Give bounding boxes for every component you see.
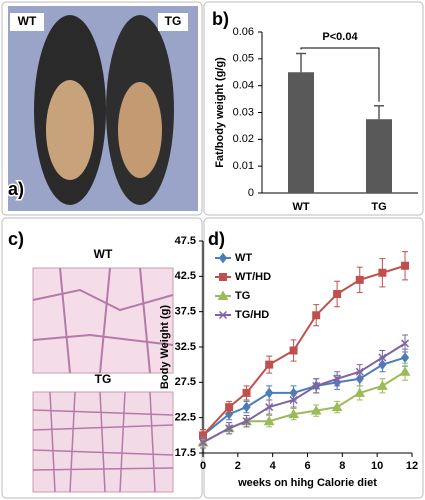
panel-label: b): [212, 9, 229, 29]
marker: [265, 360, 274, 369]
legend-marker: [218, 252, 228, 264]
marker: [289, 395, 298, 405]
error-bar: [296, 52, 306, 73]
panel-frame: [1, 217, 203, 499]
y-tick-label: 0.06: [233, 26, 254, 38]
y-tick-label: 0.04: [233, 80, 254, 92]
marker: [242, 401, 251, 413]
label-box: [158, 13, 188, 31]
annotation: P<0.04: [322, 31, 358, 43]
x-axis-label: weeks on hihg Calorie diet: [237, 477, 377, 489]
panel-frame: [203, 1, 424, 216]
marker: [198, 438, 208, 447]
legend-marker: [218, 310, 228, 320]
marker: [378, 353, 387, 362]
marker: [263, 415, 275, 426]
y-tick-label: 47.5: [175, 235, 196, 247]
panel-label: c): [8, 229, 24, 249]
x-tick-label: TG: [371, 201, 386, 213]
panel-label: a): [8, 179, 24, 199]
marker: [333, 374, 342, 383]
marker: [401, 261, 410, 270]
bar: [366, 119, 392, 193]
x-tick-label: 6: [304, 460, 310, 472]
error-bar: [374, 105, 384, 120]
marker: [333, 290, 342, 298]
y-tick-label: 32.5: [175, 341, 196, 353]
marker: [289, 346, 298, 355]
legend-label: WT/HD: [235, 271, 271, 283]
panel-label: d): [208, 229, 225, 249]
histology-image: [32, 267, 174, 374]
legend-label: TG: [235, 290, 250, 302]
y-tick-label: 0.05: [233, 53, 254, 65]
y-tick-label: 42.5: [175, 270, 196, 282]
marker: [310, 405, 322, 415]
marker: [399, 366, 411, 376]
marker: [312, 311, 321, 320]
marker: [265, 403, 274, 412]
mouse-body: [118, 82, 162, 178]
legend-label: TG/HD: [235, 309, 269, 321]
marker: [355, 275, 364, 284]
series-line: [202, 342, 406, 444]
x-tick-label: WT: [292, 201, 309, 213]
y-tick-label: 27.5: [175, 376, 196, 388]
photo-label: WT: [18, 14, 37, 28]
bracket: [300, 47, 380, 102]
marker: [242, 388, 251, 397]
marker: [242, 417, 251, 426]
legend-label: WT: [235, 252, 252, 264]
marker: [401, 339, 410, 348]
panel-frame: [1, 1, 203, 216]
mouse-body: [46, 80, 94, 180]
x-tick-label: 8: [339, 460, 345, 472]
x-tick-label: 4: [270, 460, 277, 472]
y-tick-label: 0.01: [233, 160, 254, 172]
marker: [354, 387, 366, 397]
histology-label: WT: [94, 247, 113, 261]
panel-frame: [203, 217, 424, 499]
x-tick-label: 10: [371, 460, 383, 472]
marker: [288, 408, 299, 419]
marker: [355, 367, 364, 376]
marker: [225, 403, 234, 412]
tissue: [32, 391, 174, 493]
x-tick-label: 0: [200, 460, 206, 472]
histology-label: TG: [95, 372, 112, 386]
y-axis-label: Body Weight (g): [159, 305, 171, 389]
photo-label: TG: [165, 14, 182, 28]
y-tick-label: 22.5: [175, 412, 196, 424]
tissue: [32, 267, 174, 374]
marker: [265, 387, 274, 399]
marker: [331, 401, 343, 412]
series-line: [202, 264, 406, 437]
x-tick-label: 12: [406, 460, 418, 472]
marker: [377, 380, 388, 390]
y-tick-label: 0.02: [233, 133, 254, 145]
bar: [288, 72, 314, 193]
marker: [378, 268, 387, 277]
y-tick-label: 37.5: [175, 306, 196, 318]
y-tick-label: 0: [248, 187, 254, 199]
marker: [400, 352, 410, 363]
marker: [225, 424, 234, 433]
legend-marker: [219, 273, 227, 281]
y-tick-label: 0.03: [233, 106, 254, 118]
marker: [312, 381, 321, 390]
legend-marker: [217, 290, 229, 300]
y-tick-label: 17.5: [175, 447, 196, 459]
series-line: [202, 356, 406, 437]
x-tick-label: 2: [235, 460, 241, 472]
y-axis-label: Fat/body weight (g/g): [214, 57, 226, 168]
label-box: [10, 13, 44, 31]
